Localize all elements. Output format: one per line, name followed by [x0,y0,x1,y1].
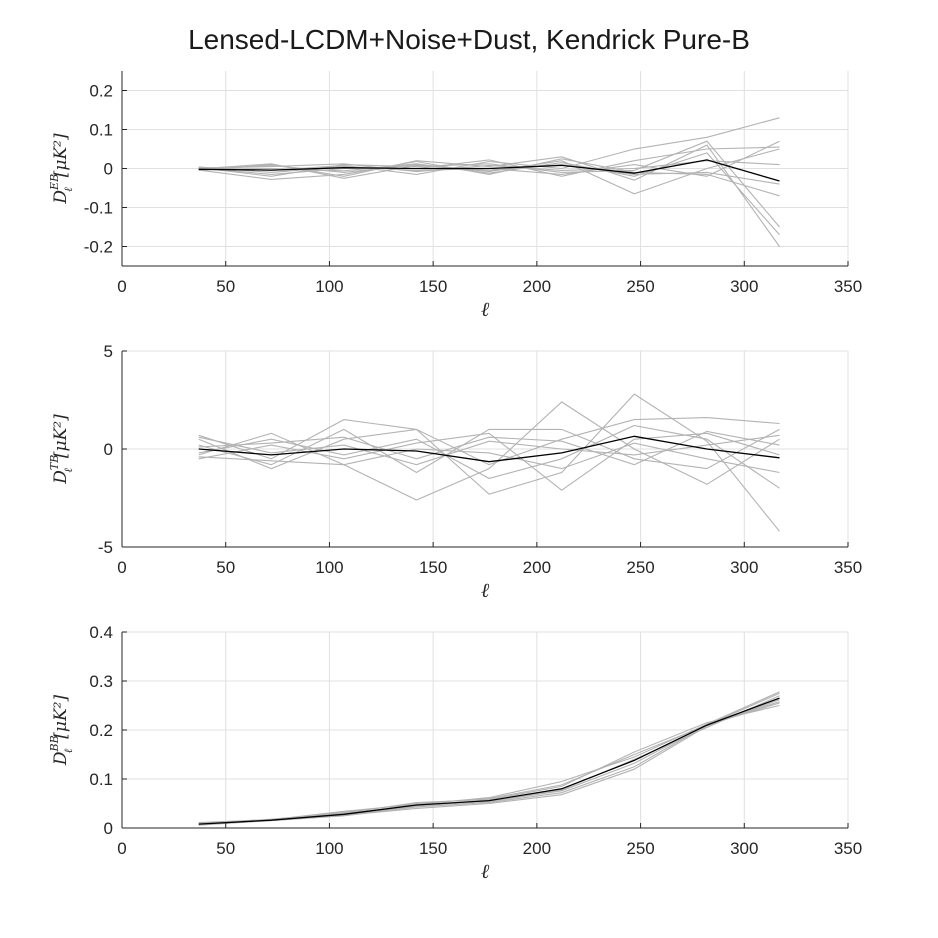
x-tick-label: 200 [523,277,551,296]
x-tick-label: 200 [523,839,551,858]
y-tick-label: 0.1 [89,770,113,789]
x-tick-label: 0 [117,558,126,577]
y-axis-label: DBBℓ [μK²] [48,695,75,767]
x-tick-label: 300 [730,839,758,858]
x-tick-label: 350 [834,558,862,577]
mean-line [198,159,780,182]
y-axis-label: DTBℓ [μK²] [48,414,75,485]
y-label-base: D [51,751,71,766]
x-tick-label: 150 [419,277,447,296]
y-label-superscript: TB [48,455,61,470]
y-tick-label: 0.2 [89,82,113,101]
x-tick-label: 350 [834,277,862,296]
realization-line [198,691,780,824]
x-tick-label: 200 [523,558,551,577]
eb-panel: 0 50 100 150 200 250 300 350-0.2-0.100.10.2ℓDEB… [48,71,862,321]
y-tick-label: 5 [104,342,113,361]
realization-line [198,148,780,195]
y-label-unit: [μK²] [51,695,71,739]
y-tick-label: 0.2 [89,721,113,740]
realization-line [198,417,780,470]
y-tick-label: 0.3 [89,672,113,691]
y-axis-label: DEBℓ [μK²] [48,133,75,205]
x-tick-label: 50 [216,277,235,296]
realization-line [198,401,780,501]
realization-line [198,163,780,185]
y-label-subscript: ℓ [62,187,75,192]
x-tick-label: 350 [834,839,862,858]
realization-line [198,158,780,197]
y-tick-label: 0 [104,819,113,838]
y-tick-label: 0.4 [89,623,113,642]
x-axis-label: ℓ [481,297,490,321]
x-tick-label: 300 [730,558,758,577]
realization-line [198,442,780,474]
figure-title: Lensed-LCDM+Noise+Dust, Kendrick Pure-B [188,24,750,55]
x-axis-label: ℓ [481,578,490,602]
x-tick-label: 100 [315,558,343,577]
realization-line [198,434,780,466]
x-tick-label: 50 [216,839,235,858]
realization-line [198,432,780,491]
x-tick-label: 50 [216,558,235,577]
y-label-superscript: EB [48,174,61,191]
y-label-subscript: ℓ [62,748,75,753]
x-tick-label: 100 [315,277,343,296]
x-tick-label: 250 [626,558,654,577]
mean-line [198,697,780,825]
y-tick-label: 0 [104,160,113,179]
x-tick-label: 100 [315,839,343,858]
x-axis-label: ℓ [481,859,490,883]
y-label-subscript: ℓ [62,468,75,473]
y-tick-label: -0.1 [84,199,113,218]
x-tick-label: 0 [117,839,126,858]
x-tick-label: 150 [419,558,447,577]
mean-line [198,435,780,463]
y-tick-label: 0.1 [89,121,113,140]
y-label-superscript: BB [48,735,61,752]
realization-line [198,393,780,532]
y-label-unit: [μK²] [51,414,71,458]
x-tick-label: 250 [626,839,654,858]
realization-line [198,430,780,466]
bb-panel: 0 50 100 150 200 250 300 35000.10.20.30.4ℓDBBℓ[… [48,623,862,883]
y-label-base: D [51,190,71,205]
realization-line [198,424,780,489]
x-tick-label: 150 [419,839,447,858]
y-tick-label: 0 [104,440,113,459]
y-tick-label: -5 [98,538,113,557]
realization-line [198,160,780,173]
x-tick-label: 250 [626,277,654,296]
y-tick-label: -0.2 [84,238,113,257]
realization-line [198,146,780,177]
y-label-unit: [μK²] [51,133,71,177]
x-tick-label: 0 [117,277,126,296]
x-tick-label: 300 [730,277,758,296]
y-label-base: D [51,470,71,485]
